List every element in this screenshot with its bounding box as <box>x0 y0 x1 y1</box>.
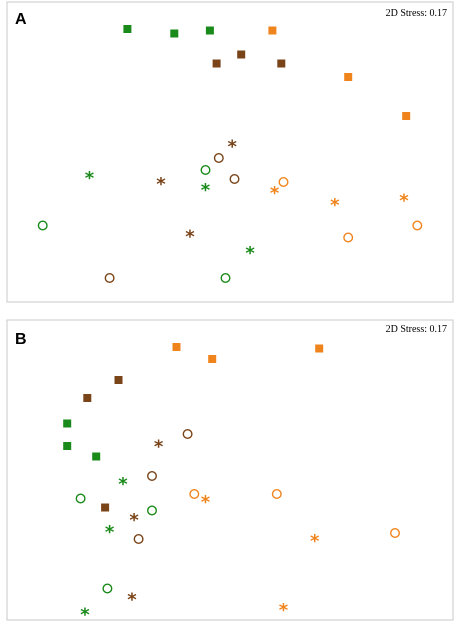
point-green-asterisk: * <box>105 522 115 543</box>
point-green-asterisk: * <box>245 243 255 264</box>
point-brown-circle <box>182 429 193 440</box>
point-brown-circle <box>104 273 115 284</box>
point-orange-asterisk: * <box>279 600 289 621</box>
point-orange-asterisk: * <box>310 531 320 552</box>
point-orange-asterisk: * <box>399 191 409 212</box>
point-brown-circle <box>133 534 144 545</box>
point-brown-asterisk: * <box>127 590 137 611</box>
point-orange-square <box>172 343 181 351</box>
point-green-asterisk: * <box>118 474 128 495</box>
point-orange-asterisk: * <box>201 492 211 513</box>
panel-a-frame <box>6 1 454 303</box>
point-brown-square <box>212 59 221 68</box>
point-green-circle <box>37 220 48 231</box>
point-brown-circle <box>146 471 157 482</box>
point-green-asterisk: * <box>85 168 95 189</box>
point-green-square <box>63 419 72 428</box>
point-green-square <box>92 452 101 461</box>
point-brown-square <box>277 59 286 68</box>
point-orange-square <box>402 112 411 120</box>
point-green-asterisk: * <box>201 180 211 201</box>
panel-b-points: ********* <box>63 343 401 626</box>
point-orange-square <box>344 73 353 81</box>
point-orange-circle <box>271 489 282 500</box>
point-brown-asterisk: * <box>156 174 166 195</box>
point-orange-square <box>315 344 324 353</box>
point-brown-asterisk: * <box>227 137 237 158</box>
point-orange-asterisk: * <box>270 183 280 204</box>
point-brown-square <box>83 394 92 402</box>
panel-b: B 2D Stress: 0.17 ********* <box>6 319 454 626</box>
point-orange-circle <box>343 232 354 243</box>
point-brown-circle <box>229 173 240 184</box>
point-orange-square <box>208 355 217 363</box>
point-brown-square <box>101 503 110 512</box>
point-orange-circle <box>412 220 423 231</box>
panel-a-points: * * * * * * * * * <box>37 25 423 284</box>
point-green-circle <box>102 583 113 594</box>
point-brown-asterisk: * <box>129 510 139 531</box>
point-orange-square <box>268 26 277 35</box>
point-green-circle <box>146 505 157 516</box>
panel-b-stress-label: 2D Stress: 0.17 <box>386 324 447 335</box>
point-green-square <box>123 25 132 33</box>
point-brown-square <box>114 376 123 384</box>
point-brown-circle <box>213 152 224 163</box>
point-brown-asterisk: * <box>185 227 195 248</box>
panel-a-label: A <box>15 11 27 28</box>
point-orange-circle <box>189 489 200 500</box>
point-brown-asterisk: * <box>154 437 164 458</box>
point-green-square <box>170 29 179 38</box>
point-orange-circle <box>278 176 289 187</box>
point-orange-circle <box>390 528 401 539</box>
point-green-circle <box>200 164 211 175</box>
point-green-square <box>63 442 72 450</box>
point-brown-square <box>237 50 246 59</box>
panel-a-stress-label: 2D Stress: 0.17 <box>386 8 447 19</box>
point-green-square <box>205 26 214 35</box>
panel-b-frame <box>6 319 454 621</box>
panel-a: A 2D Stress: 0.17 * * * * * * * * * <box>6 1 454 303</box>
point-green-asterisk: * <box>80 605 90 626</box>
point-green-circle <box>75 493 86 504</box>
point-orange-asterisk: * <box>330 195 340 216</box>
panel-b-label: B <box>15 331 27 348</box>
point-green-circle <box>220 273 231 284</box>
